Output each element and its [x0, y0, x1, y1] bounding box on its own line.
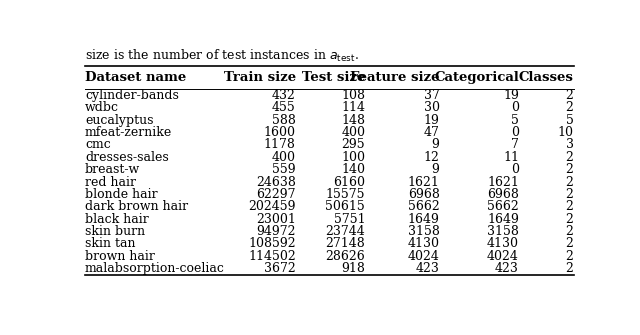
Text: 30: 30 — [424, 101, 440, 114]
Text: 5: 5 — [511, 114, 519, 127]
Text: 1649: 1649 — [408, 213, 440, 226]
Text: red hair: red hair — [85, 176, 136, 189]
Text: 94972: 94972 — [256, 225, 296, 238]
Text: 295: 295 — [342, 138, 365, 151]
Text: 148: 148 — [341, 114, 365, 127]
Text: 6160: 6160 — [333, 176, 365, 189]
Text: 0: 0 — [511, 163, 519, 176]
Text: 432: 432 — [272, 89, 296, 102]
Text: 2: 2 — [566, 151, 573, 164]
Text: blonde hair: blonde hair — [85, 188, 157, 201]
Text: 114502: 114502 — [248, 250, 296, 263]
Text: 5662: 5662 — [487, 200, 519, 213]
Text: malabsorption-coeliac: malabsorption-coeliac — [85, 262, 225, 275]
Text: 559: 559 — [272, 163, 296, 176]
Text: 400: 400 — [272, 151, 296, 164]
Text: Train size: Train size — [223, 71, 296, 84]
Text: Categorical: Categorical — [434, 71, 519, 84]
Text: 3672: 3672 — [264, 262, 296, 275]
Text: Feature size: Feature size — [350, 71, 440, 84]
Text: 50615: 50615 — [326, 200, 365, 213]
Text: 100: 100 — [341, 151, 365, 164]
Text: 12: 12 — [424, 151, 440, 164]
Text: dark brown hair: dark brown hair — [85, 200, 188, 213]
Text: 19: 19 — [503, 89, 519, 102]
Text: 2: 2 — [566, 250, 573, 263]
Text: 6968: 6968 — [408, 188, 440, 201]
Text: 37: 37 — [424, 89, 440, 102]
Text: skin tan: skin tan — [85, 238, 136, 251]
Text: 27148: 27148 — [326, 238, 365, 251]
Text: brown hair: brown hair — [85, 250, 155, 263]
Text: 4130: 4130 — [487, 238, 519, 251]
Text: 400: 400 — [341, 126, 365, 139]
Text: 1621: 1621 — [487, 176, 519, 189]
Text: 9: 9 — [432, 163, 440, 176]
Text: 23001: 23001 — [256, 213, 296, 226]
Text: 2: 2 — [566, 163, 573, 176]
Text: 2: 2 — [566, 200, 573, 213]
Text: 588: 588 — [272, 114, 296, 127]
Text: 2: 2 — [566, 176, 573, 189]
Text: 2: 2 — [566, 89, 573, 102]
Text: Dataset name: Dataset name — [85, 71, 186, 84]
Text: 140: 140 — [341, 163, 365, 176]
Text: 202459: 202459 — [248, 200, 296, 213]
Text: 10: 10 — [557, 126, 573, 139]
Text: 1600: 1600 — [264, 126, 296, 139]
Text: 5751: 5751 — [333, 213, 365, 226]
Text: cmc: cmc — [85, 138, 111, 151]
Text: 19: 19 — [424, 114, 440, 127]
Text: 3: 3 — [566, 138, 573, 151]
Text: 23744: 23744 — [326, 225, 365, 238]
Text: skin burn: skin burn — [85, 225, 145, 238]
Text: Classes: Classes — [518, 71, 573, 84]
Text: 9: 9 — [432, 138, 440, 151]
Text: 108592: 108592 — [248, 238, 296, 251]
Text: 108: 108 — [341, 89, 365, 102]
Text: wdbc: wdbc — [85, 101, 119, 114]
Text: 1621: 1621 — [408, 176, 440, 189]
Text: 1178: 1178 — [264, 138, 296, 151]
Text: 5662: 5662 — [408, 200, 440, 213]
Text: 2: 2 — [566, 188, 573, 201]
Text: 4024: 4024 — [487, 250, 519, 263]
Text: 423: 423 — [416, 262, 440, 275]
Text: 3158: 3158 — [408, 225, 440, 238]
Text: 11: 11 — [503, 151, 519, 164]
Text: 24638: 24638 — [256, 176, 296, 189]
Text: 47: 47 — [424, 126, 440, 139]
Text: 3158: 3158 — [487, 225, 519, 238]
Text: 28626: 28626 — [326, 250, 365, 263]
Text: eucalyptus: eucalyptus — [85, 114, 154, 127]
Text: mfeat-zernike: mfeat-zernike — [85, 126, 172, 139]
Text: 5: 5 — [566, 114, 573, 127]
Text: black hair: black hair — [85, 213, 148, 226]
Text: 455: 455 — [272, 101, 296, 114]
Text: dresses-sales: dresses-sales — [85, 151, 169, 164]
Text: 62297: 62297 — [256, 188, 296, 201]
Text: Test size: Test size — [302, 71, 365, 84]
Text: 0: 0 — [511, 101, 519, 114]
Text: 2: 2 — [566, 213, 573, 226]
Text: breast-w: breast-w — [85, 163, 140, 176]
Text: 0: 0 — [511, 126, 519, 139]
Text: 1649: 1649 — [487, 213, 519, 226]
Text: 4024: 4024 — [408, 250, 440, 263]
Text: 423: 423 — [495, 262, 519, 275]
Text: cylinder-bands: cylinder-bands — [85, 89, 179, 102]
Text: 918: 918 — [341, 262, 365, 275]
Text: 2: 2 — [566, 225, 573, 238]
Text: 2: 2 — [566, 238, 573, 251]
Text: size is the number of test instances in $a_{\mathrm{test}}$.: size is the number of test instances in … — [85, 48, 359, 64]
Text: 2: 2 — [566, 262, 573, 275]
Text: 7: 7 — [511, 138, 519, 151]
Text: 6968: 6968 — [487, 188, 519, 201]
Text: 4130: 4130 — [408, 238, 440, 251]
Text: 15575: 15575 — [326, 188, 365, 201]
Text: 2: 2 — [566, 101, 573, 114]
Text: 114: 114 — [341, 101, 365, 114]
